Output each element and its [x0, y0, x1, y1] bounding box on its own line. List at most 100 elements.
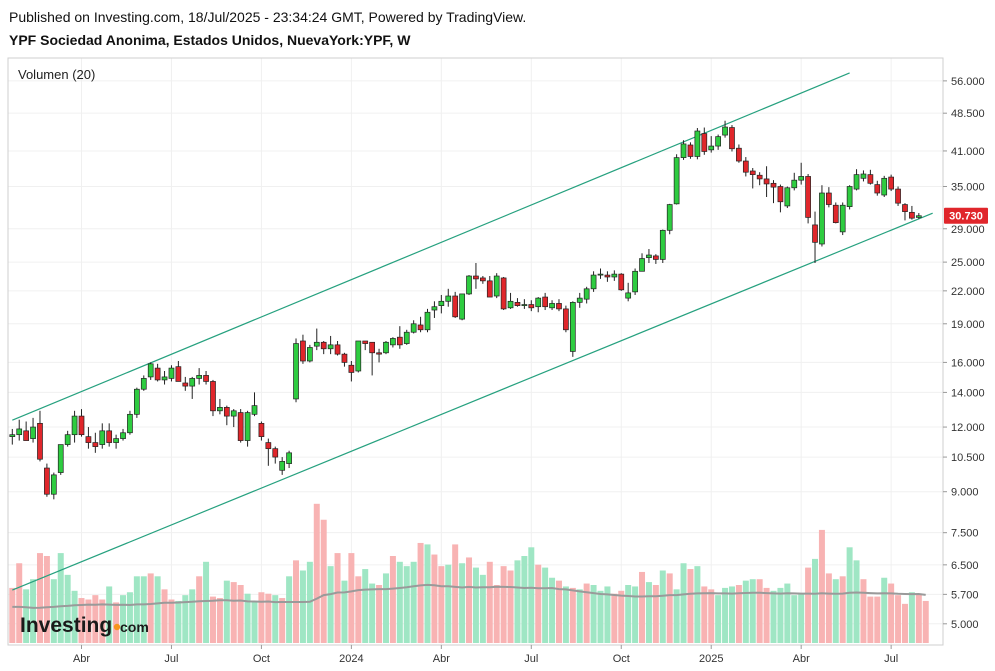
volume-bar: [389, 556, 396, 643]
candle-body: [874, 184, 881, 194]
candle: [722, 120, 728, 138]
candle: [120, 428, 126, 441]
time-axis[interactable]: Abr Jul Oct 2024 Abr Jul Oct 2025 Abr Jul: [73, 645, 898, 665]
candle: [493, 273, 500, 299]
candle: [189, 376, 196, 399]
candlesticks[interactable]: [9, 120, 922, 500]
candle: [576, 292, 583, 308]
volume-bar: [639, 571, 646, 643]
candle: [507, 292, 514, 309]
candle-body: [466, 275, 472, 295]
candle-body: [293, 343, 299, 400]
volume-bar: [798, 593, 805, 643]
candle-body: [244, 412, 251, 441]
volume-bar: [694, 566, 701, 643]
volume-bar: [825, 573, 832, 643]
volume-bar: [189, 589, 196, 643]
volume-indicator-label[interactable]: Volumen (20): [18, 67, 95, 82]
candle: [147, 362, 154, 380]
candle: [715, 134, 721, 150]
candle: [909, 205, 915, 220]
trend-channel[interactable]: [12, 72, 933, 591]
candle: [334, 340, 341, 356]
candle: [860, 170, 867, 182]
candle: [666, 203, 673, 235]
volume-bar: [687, 569, 694, 643]
volume-bar: [424, 544, 431, 643]
candle: [383, 340, 389, 355]
candle: [175, 361, 182, 382]
volume-bar: [147, 573, 154, 643]
candle: [71, 410, 78, 443]
volume-bar: [272, 595, 279, 643]
candle: [708, 136, 715, 153]
candle-body: [846, 186, 853, 207]
candle-body: [687, 144, 694, 157]
candle: [57, 444, 64, 475]
volume-bar: [645, 582, 652, 643]
volume-bar: [403, 566, 410, 643]
candle: [729, 125, 735, 152]
candle: [632, 268, 638, 295]
candle: [37, 410, 43, 462]
candle-body: [915, 215, 922, 218]
candle-body: [902, 204, 908, 212]
candle-body: [867, 174, 874, 184]
y-tick-label: 6.500: [951, 560, 979, 572]
volume-bar: [555, 580, 562, 643]
volume-bar: [611, 593, 618, 643]
candle: [500, 276, 507, 311]
candle-body: [140, 378, 147, 390]
candle-body: [154, 367, 161, 381]
candle: [763, 166, 770, 198]
volume-bar: [542, 567, 549, 643]
candle: [161, 370, 168, 385]
candle: [106, 423, 113, 447]
volume-bar: [16, 563, 23, 643]
candle-body: [403, 331, 410, 344]
volume-bar: [832, 579, 839, 643]
candle-body: [369, 341, 375, 354]
y-tick-label: 29.000: [951, 224, 985, 236]
volume-bar: [915, 593, 922, 643]
candle: [867, 169, 874, 185]
volume-bar: [43, 556, 50, 643]
candle-body: [563, 308, 569, 331]
volume-bar: [604, 586, 611, 643]
candle-body: [729, 127, 735, 150]
candle-body: [16, 428, 23, 436]
volume-bar: [438, 566, 445, 643]
candle-body: [71, 415, 78, 436]
volume-bar: [355, 576, 362, 643]
candle: [687, 142, 694, 159]
volume-bar: [853, 560, 860, 643]
plot-area: [7, 57, 944, 646]
candle: [736, 144, 742, 163]
volume-bar: [500, 566, 507, 643]
candle-body: [307, 347, 313, 362]
candle-body: [618, 273, 625, 291]
volume-bar: [396, 561, 403, 643]
candle: [286, 450, 292, 469]
volume-bar: [701, 586, 708, 643]
price-axis[interactable]: 56.000 48.500 41.000 35.000 29.000 25.000 22.0…: [943, 76, 985, 631]
volume-bar: [57, 553, 64, 643]
candle-body: [632, 270, 638, 293]
volume-bar: [867, 596, 874, 643]
candle-body: [556, 303, 562, 310]
candle: [556, 299, 562, 312]
volume-bar: [36, 553, 43, 643]
volume-bar: [881, 577, 888, 643]
volume-bar: [9, 587, 16, 643]
candle: [92, 432, 99, 453]
candle: [362, 340, 369, 351]
candle-body: [736, 147, 742, 162]
candle: [307, 344, 313, 363]
candle-body: [888, 176, 894, 190]
candle: [272, 446, 279, 464]
volume-bar: [154, 576, 161, 643]
volume-bar: [64, 574, 71, 643]
candle: [819, 185, 825, 247]
candle-body: [480, 277, 486, 282]
